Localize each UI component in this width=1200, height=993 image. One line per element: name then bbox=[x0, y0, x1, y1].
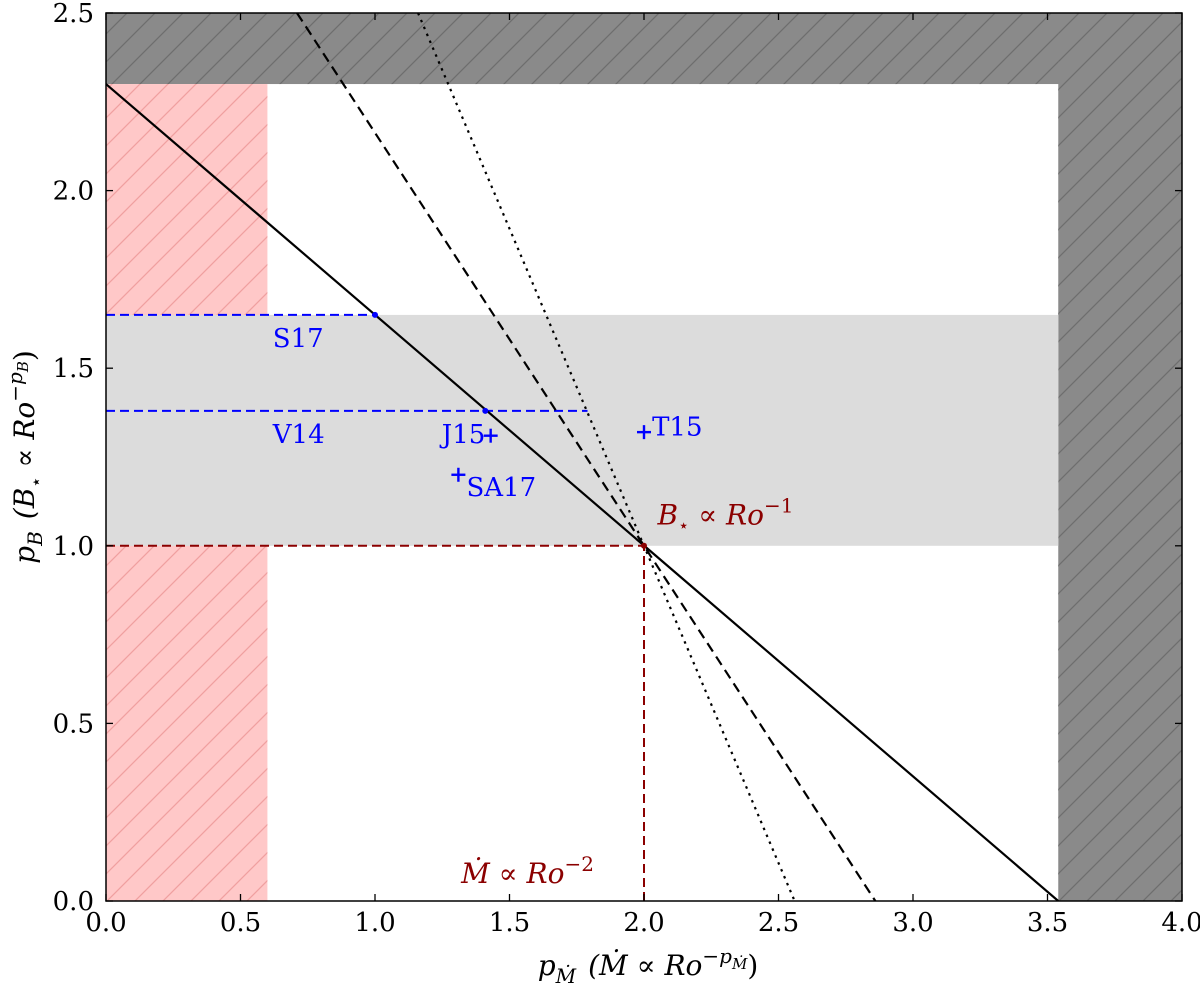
label-SA17: SA17 bbox=[466, 473, 536, 503]
region-excluded-right bbox=[1058, 13, 1182, 901]
x-axis-title-close: ) bbox=[747, 949, 758, 982]
x-tick: 2.0 bbox=[623, 13, 665, 938]
series-dotted bbox=[417, 13, 796, 901]
y-axis-title-sub: B bbox=[23, 531, 47, 547]
label-S17: S17 bbox=[273, 324, 324, 354]
series-lines bbox=[106, 13, 1059, 901]
marker-V14-dot bbox=[482, 407, 489, 414]
annotation-B-relation: B⋆ ∝ Ro−1 bbox=[656, 493, 793, 536]
y-tick-label: 2.0 bbox=[53, 177, 94, 207]
x-axis-title-paren: (Ṁ ∝ Ro bbox=[588, 949, 702, 982]
y-tick-label: 2.5 bbox=[53, 0, 94, 29]
x-tick-label: 0.0 bbox=[85, 908, 126, 938]
x-tick: 4.0 bbox=[1161, 13, 1200, 938]
y-tick: 1.5 bbox=[53, 354, 1182, 384]
x-axis-title-sup-sub: Ṁ bbox=[731, 955, 748, 973]
y-axis-title: pB(B⋆ ∝ Ro−pB) bbox=[3, 350, 47, 564]
svg-text:pB(B⋆ ∝ Ro−pB): pB(B⋆ ∝ Ro−pB) bbox=[3, 350, 47, 564]
annotation-Mdot-relation: Ṁ ∝ Ro−2 bbox=[460, 852, 594, 890]
region-excluded-top bbox=[106, 13, 1182, 85]
y-tick-label: 1.0 bbox=[53, 532, 94, 562]
x-tick: 3.5 bbox=[1027, 13, 1068, 938]
y-axis-title-prop: ∝ Ro bbox=[8, 402, 41, 477]
series-solid bbox=[106, 83, 1059, 901]
y-axis-title-paren: (B bbox=[8, 488, 41, 520]
plot-area bbox=[106, 13, 1182, 901]
y-tick: 2.0 bbox=[53, 177, 1182, 207]
point-labels: S17 V14 J15 SA17 T15 bbox=[272, 324, 703, 503]
x-axis-title-sub: Ṁ bbox=[555, 964, 577, 988]
y-axis-title-main: p bbox=[8, 546, 41, 564]
svg-text:pṀ(Ṁ ∝ Ro−pṀ): pṀ (Ṁ ∝ Ro−pṀ) bbox=[538, 944, 759, 988]
x-tick-label: 3.0 bbox=[892, 908, 933, 938]
y-axis-title-sup-sub: B bbox=[14, 361, 32, 373]
x-tick-label: 2.5 bbox=[758, 908, 799, 938]
label-V14: V14 bbox=[272, 420, 325, 450]
x-tick-label: 0.5 bbox=[220, 908, 261, 938]
series-dashed bbox=[296, 13, 877, 901]
x-axis-title: pṀ (Ṁ ∝ Ro−pṀ) bbox=[538, 944, 759, 988]
y-tick: 2.5 bbox=[53, 0, 1182, 29]
x-tick: 1.0 bbox=[354, 13, 396, 938]
region-observed-band bbox=[106, 314, 1059, 546]
shaded-regions bbox=[106, 13, 1182, 901]
x-tick-label: 1.0 bbox=[354, 908, 395, 938]
y-axis-title-sup: −p bbox=[3, 372, 27, 402]
x-tick-label: 1.5 bbox=[489, 908, 530, 938]
data-points bbox=[372, 311, 651, 549]
y-tick-label: 0.0 bbox=[53, 887, 94, 917]
y-tick: 0.0 bbox=[53, 887, 1182, 917]
reference-lines bbox=[106, 313, 645, 901]
x-tick: 0.0 bbox=[85, 13, 127, 938]
axis-ticks: 0.0 0.5 1.0 1.5 2.0 2.5 3.0 3.5 4.0 0.0 0.5 1.0 1.5 2… bbox=[53, 0, 1200, 938]
y-tick-label: 0.5 bbox=[53, 709, 94, 739]
relation-annotations: B⋆ ∝ Ro−1 Ṁ ∝ Ro−2 bbox=[460, 493, 793, 890]
x-tick-label: 3.5 bbox=[1027, 908, 1068, 938]
marker-ref-dot bbox=[641, 542, 647, 549]
label-J15: J15 bbox=[439, 420, 486, 450]
x-axis-title-sup: −p bbox=[702, 944, 732, 968]
marker-T15 bbox=[637, 425, 651, 440]
x-tick: 2.5 bbox=[758, 13, 799, 938]
x-tick-label: 2.0 bbox=[623, 908, 664, 938]
y-axis-title-close: ) bbox=[8, 350, 41, 361]
x-tick: 1.5 bbox=[489, 13, 530, 938]
marker-S17-dot bbox=[372, 311, 378, 318]
y-tick: 0.5 bbox=[53, 709, 1182, 739]
y-tick: 1.0 bbox=[53, 532, 1182, 562]
x-tick-label: 4.0 bbox=[1161, 908, 1200, 938]
marker-J15 bbox=[483, 428, 498, 443]
x-tick: 0.5 bbox=[220, 13, 261, 938]
x-axis-title-main: p bbox=[538, 949, 556, 982]
label-T15: T15 bbox=[652, 413, 702, 443]
y-tick-label: 1.5 bbox=[53, 354, 94, 384]
marker-SA17 bbox=[451, 467, 466, 482]
x-tick: 3.0 bbox=[892, 13, 934, 938]
y-axis-title-star: ⋆ bbox=[26, 476, 47, 487]
